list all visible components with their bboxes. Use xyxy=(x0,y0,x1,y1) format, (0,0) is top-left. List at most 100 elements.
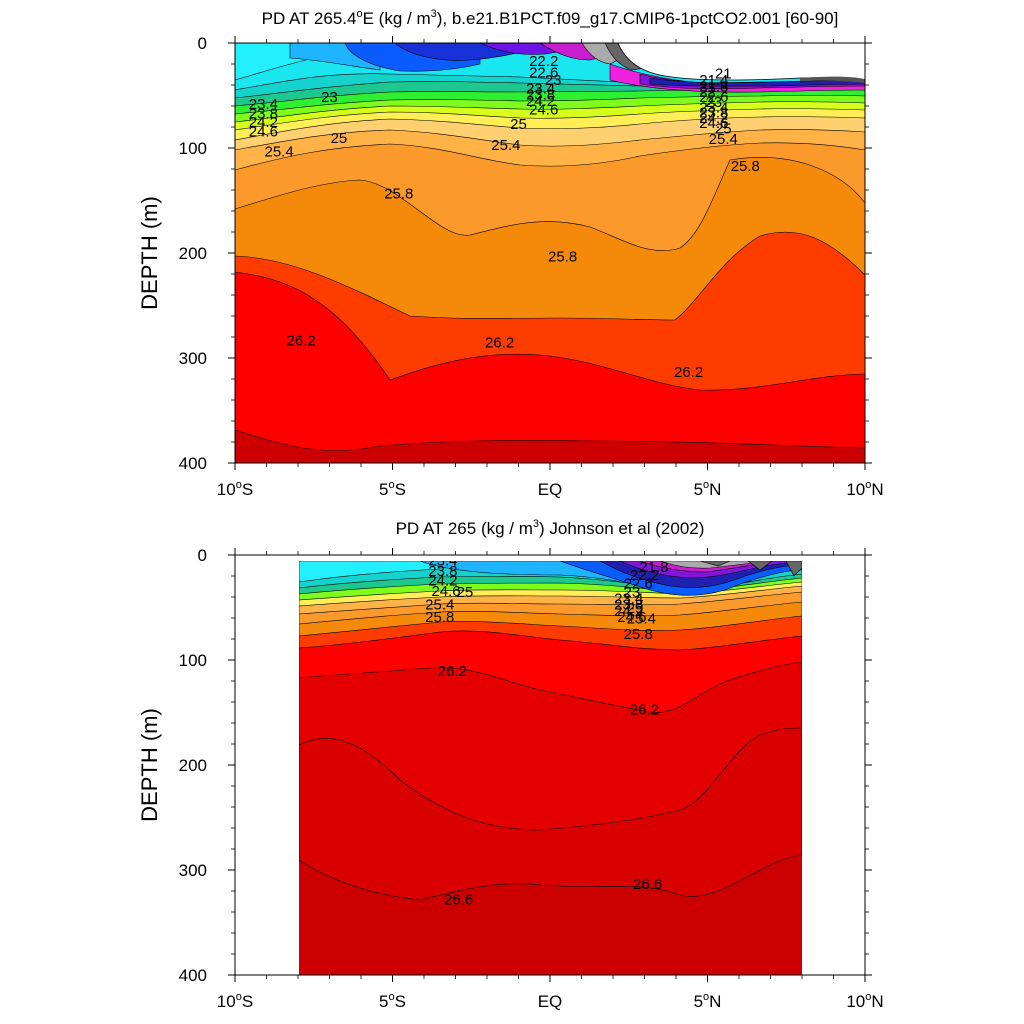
top-contour-label: 23.8 xyxy=(699,105,728,122)
top-y-axis-label: DEPTH (m) xyxy=(137,196,162,310)
bottom-contour-label: 24.6 xyxy=(617,609,646,626)
bottom-contour-label: 26.6 xyxy=(633,876,662,893)
top-missing-edge xyxy=(800,76,865,83)
bottom-title-rest: ) Johnson et al (2002) xyxy=(539,519,704,538)
bot-band-19-8 xyxy=(699,561,802,577)
top-contour-label: 24.2 xyxy=(526,93,555,110)
bottom-contour-label: 26.2 xyxy=(438,663,467,680)
top-contour-label: 23 xyxy=(545,72,562,89)
bottom-contour-label: 25.4 xyxy=(425,597,454,614)
top-contour-label: 24.6 xyxy=(529,101,558,118)
bottom-y-tick-label: 0 xyxy=(198,546,207,565)
top-contour-label: 26.2 xyxy=(674,364,703,381)
bottom-y-tick-label: 400 xyxy=(179,966,207,985)
bottom-x-tick-label: 10oS xyxy=(217,991,253,1011)
bottom-contour-label: 22.2 xyxy=(630,567,659,584)
top-x-tick-label: 10oN xyxy=(846,479,883,499)
top-contour-label: 24.6 xyxy=(249,123,278,140)
bottom-contour-label: 25.4 xyxy=(627,610,656,627)
bottom-contour-label: 25.8 xyxy=(425,609,454,626)
top-contour-label: 23.4 xyxy=(699,99,728,116)
bottom-x-tick-label: 10oN xyxy=(846,991,883,1011)
top-band-n-darkblue xyxy=(649,77,865,87)
top-contour-label: 22.2 xyxy=(699,84,728,101)
top-contour-label: 25.8 xyxy=(548,248,577,265)
top-title-sup-o: o xyxy=(356,8,362,20)
bottom-contour-label: 25 xyxy=(457,584,474,601)
bottom-y-tick-label: 300 xyxy=(179,861,207,880)
bottom-contour-label: 26.2 xyxy=(630,702,659,719)
top-contour-label: 23 xyxy=(321,89,338,106)
bottom-contour-label: 22.6 xyxy=(624,576,653,593)
top-contour-label: 22.6 xyxy=(699,89,728,106)
bottom-contour-field: 23.423.824.224.62525.425.826.226.226.626… xyxy=(299,553,802,975)
bot-band-22-6 xyxy=(299,561,441,583)
bottom-contour-label: 24.2 xyxy=(614,603,643,620)
top-title-unit-pre: E (kg / m xyxy=(363,9,431,28)
bottom-x-tick-label: 5oN xyxy=(694,991,722,1011)
bottom-panel: PD AT 265 (kg / m3) Johnson et al (2002)… xyxy=(137,518,884,1011)
top-contour-label: 25 xyxy=(715,120,732,137)
bottom-panel-title: PD AT 265 (kg / m3) Johnson et al (2002) xyxy=(396,518,705,538)
bottom-contour-label: 23.8 xyxy=(428,563,457,580)
top-title-main: PD AT 265.4 xyxy=(262,9,357,28)
top-contour-label: 25.8 xyxy=(384,185,413,202)
bottom-x-tick-label: EQ xyxy=(538,992,563,1011)
bottom-title-sup-3: 3 xyxy=(533,518,539,530)
top-contour-label: 25.4 xyxy=(491,137,520,154)
bottom-contour-label: 26.6 xyxy=(444,892,473,909)
bottom-y-tick-label: 100 xyxy=(179,651,207,670)
top-y-axis: 0 100 200 300 400 xyxy=(179,34,872,473)
bottom-x-tick-label: 5oS xyxy=(379,991,406,1011)
top-x-tick-label: 10oS xyxy=(217,479,253,499)
top-contour-label: 25.8 xyxy=(731,158,760,175)
top-contour-label: 23.4 xyxy=(526,80,555,97)
top-y-tick-label: 0 xyxy=(198,34,207,53)
bottom-contour-label: 21.8 xyxy=(639,559,668,576)
bottom-title-main: PD AT 265 (kg / m xyxy=(396,519,533,538)
bottom-contour-labels: 23.423.824.224.62525.425.826.226.226.626… xyxy=(425,553,668,909)
top-panel: PD AT 265.4oE (kg / m3), b.e21.B1PCT.f09… xyxy=(137,8,884,499)
bottom-contour-label: 25 xyxy=(627,600,644,617)
bottom-y-tick-label: 200 xyxy=(179,756,207,775)
top-contour-label: 26.2 xyxy=(287,332,316,349)
bottom-x-axis: 10oS 5oS EQ 5oN 10oN xyxy=(217,548,884,1011)
bottom-contour-label: 23.8 xyxy=(614,597,643,614)
top-contour-label: 25 xyxy=(510,116,527,133)
top-contour-label: 23.8 xyxy=(249,106,278,123)
top-contour-label: 22.6 xyxy=(529,65,558,82)
top-x-tick-label: 5oS xyxy=(379,479,406,499)
top-panel-title: PD AT 265.4oE (kg / m3), b.e21.B1PCT.f09… xyxy=(262,8,839,28)
top-title-sup-3: 3 xyxy=(431,8,437,20)
top-contour-label: 25 xyxy=(331,130,348,147)
top-contour-label: 23.8 xyxy=(526,87,555,104)
bottom-y-axis-label: DEPTH (m) xyxy=(137,708,162,822)
top-contour-label: 24.2 xyxy=(699,110,728,127)
top-contour-label: 25.4 xyxy=(709,131,738,148)
top-contour-label: 21 xyxy=(715,66,732,83)
top-contour-label: 25.4 xyxy=(264,143,293,160)
bottom-contour-label: 25.8 xyxy=(624,626,653,643)
top-contour-label: 22.2 xyxy=(529,53,558,70)
top-y-tick-label: 300 xyxy=(179,349,207,368)
top-x-tick-label: EQ xyxy=(538,480,563,499)
top-contour-label: 24.2 xyxy=(249,114,278,131)
top-y-tick-label: 200 xyxy=(179,244,207,263)
top-title-rest: ), b.e21.B1PCT.f09_g17.CMIP6-1pctCO2.001… xyxy=(437,9,839,28)
top-y-tick-label: 400 xyxy=(179,454,207,473)
top-contour-label: 24.6 xyxy=(699,115,728,132)
top-contour-label: 21.8 xyxy=(699,78,728,95)
top-x-axis: 10oS 5oS EQ 5oN 10oN xyxy=(217,36,884,499)
bottom-contour-label: 24.2 xyxy=(428,572,457,589)
top-y-tick-label: 100 xyxy=(179,139,207,158)
top-contour-label: 23.4 xyxy=(249,96,278,113)
top-contour-labels: 22.222.62323.423.824.224.62525.425.825.8… xyxy=(249,53,760,381)
bottom-contour-label: 23 xyxy=(624,584,641,601)
top-x-tick-label: 5oN xyxy=(694,479,722,499)
top-contour-label: 26.2 xyxy=(485,335,514,352)
bottom-contour-label: 23.4 xyxy=(428,553,457,570)
bottom-contour-label: 23.4 xyxy=(614,590,643,607)
top-contour-label: 23 xyxy=(705,94,722,111)
bottom-contour-label: 24.6 xyxy=(431,583,460,600)
